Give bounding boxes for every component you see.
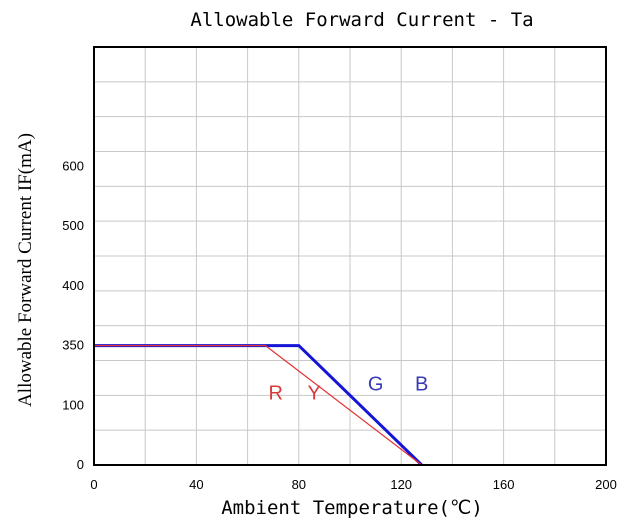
- y-tick-label: 100: [62, 397, 84, 412]
- x-tick-labels: 0 40 80 120 160 200: [90, 477, 616, 492]
- x-tick-label: 40: [189, 477, 203, 492]
- x-tick-label: 80: [292, 477, 306, 492]
- x-axis-label: Ambient Temperature(℃): [221, 497, 483, 519]
- y-tick-label: 600: [62, 158, 84, 173]
- series-annotation-g: G: [368, 373, 384, 395]
- series-annotation-y: Y: [307, 382, 320, 404]
- y-tick-label: 0: [77, 457, 84, 472]
- x-tick-label: 0: [90, 477, 97, 492]
- y-axis-label: Allowable Forward Current IF(mA): [15, 133, 36, 407]
- y-tick-labels: 0 100 350 400 500 600: [62, 158, 84, 472]
- series-layer: [94, 344, 423, 467]
- grid: [94, 47, 606, 465]
- x-tick-label: 120: [390, 477, 412, 492]
- series-line-ry: [94, 345, 423, 466]
- series-annotation-b: B: [415, 373, 428, 395]
- chart-title: Allowable Forward Current - Ta: [190, 9, 533, 31]
- x-tick-label: 200: [595, 477, 617, 492]
- y-tick-label: 500: [62, 218, 84, 233]
- y-tick-label: 400: [62, 278, 84, 293]
- series-line-gb: [94, 344, 423, 467]
- plot-frame: [93, 46, 607, 466]
- y-tick-label: 350: [62, 338, 84, 353]
- x-tick-label: 160: [493, 477, 515, 492]
- series-annotation-r: R: [269, 382, 283, 404]
